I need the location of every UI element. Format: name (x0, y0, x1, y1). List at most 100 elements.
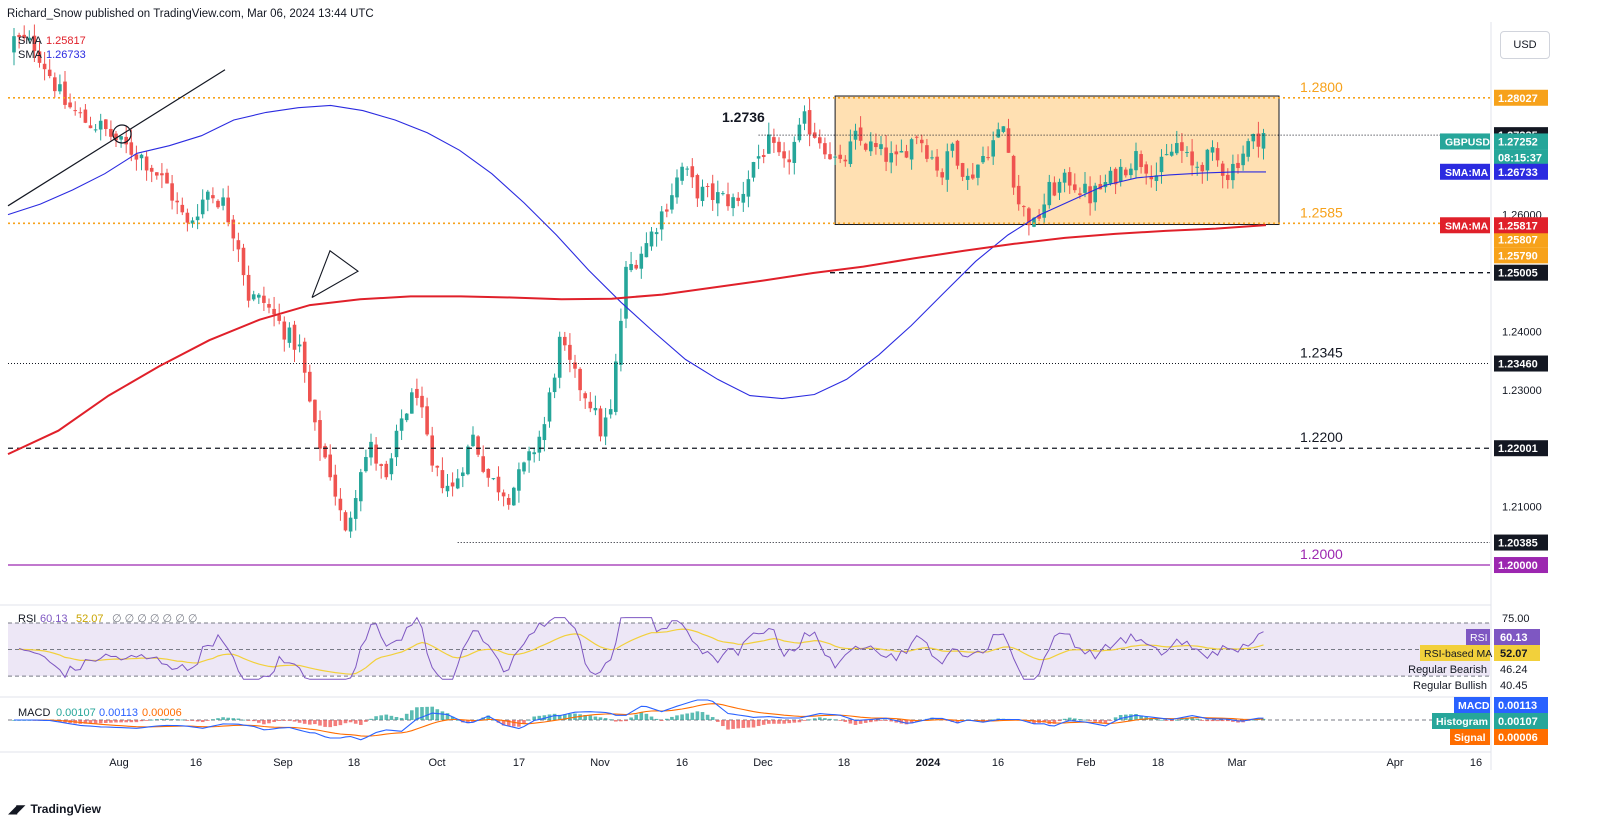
candle-body (1164, 154, 1169, 156)
macd-histogram-bar (104, 720, 108, 723)
macd-histogram-bar (348, 720, 353, 723)
candle-body (93, 129, 98, 131)
candle-body (807, 110, 812, 135)
candle-body (1093, 185, 1097, 203)
candle-body (899, 150, 904, 153)
candle-body (731, 197, 735, 209)
macd-histogram-bar (736, 720, 740, 729)
candle-body (313, 399, 317, 423)
macd-histogram-bar (1093, 720, 1097, 722)
candle-body (119, 136, 123, 140)
legend-label: SMA (18, 35, 43, 47)
macd-histogram-bar (894, 720, 899, 723)
sma-50-line (7, 104, 1266, 400)
tradingview-logo-icon: ◢◤ (8, 802, 25, 816)
macd-histogram-bar (93, 720, 98, 724)
candle-body (608, 409, 613, 415)
brand[interactable]: ◢◤ TradingView (8, 802, 101, 816)
candle-body (904, 151, 909, 158)
candle-body (491, 478, 496, 480)
candle-body (139, 154, 144, 159)
macd-legend-label: MACD (18, 707, 50, 719)
macd-histogram-bar (318, 720, 322, 726)
candle-body (874, 143, 878, 148)
macd-histogram-bar (746, 720, 751, 728)
price-tag-label: 1.25817 (1498, 220, 1538, 232)
candle-body (573, 362, 577, 369)
macd-histogram-bar (506, 720, 511, 727)
candle-body (1139, 154, 1143, 168)
macd-tag (1454, 697, 1490, 713)
rsi-tag-label: Regular Bearish (1408, 664, 1487, 676)
macd-histogram-bar (313, 720, 317, 725)
candle-body (833, 156, 837, 158)
macd-legend-value: 0.00107 (56, 707, 96, 719)
candle-body (435, 465, 440, 468)
macd-histogram-bar (292, 720, 297, 722)
candle-body (353, 498, 358, 519)
trend-line (7, 69, 226, 207)
candle-body (389, 458, 394, 475)
macd-histogram-bar (848, 720, 853, 724)
currency-button[interactable]: USD (1500, 31, 1550, 59)
candle-body (1078, 193, 1082, 195)
candle-body (481, 456, 485, 472)
macd-histogram-bar (241, 719, 246, 721)
macd-histogram-bar (343, 720, 348, 724)
macd-histogram-bar (206, 720, 210, 721)
candle-body (634, 264, 638, 269)
macd-histogram-bar (1108, 720, 1113, 721)
candle-body (1001, 126, 1006, 132)
candle-body (129, 142, 134, 155)
macd-histogram-bar (807, 719, 812, 721)
macd-histogram-bar (1205, 720, 1210, 722)
candle-body (588, 401, 593, 409)
macd-tag-value-bg (1494, 697, 1548, 713)
macd-tag-value-bg (1494, 729, 1548, 745)
candle-body (476, 436, 480, 455)
macd-histogram-bar (501, 720, 506, 726)
price-tag-label: 1.23460 (1498, 359, 1538, 371)
candle-body (736, 197, 740, 201)
candle-body (384, 463, 389, 478)
candlestick-series (12, 24, 1266, 538)
rsi-tag-value: 40.45 (1500, 680, 1528, 692)
candle-body (1016, 185, 1021, 205)
macd-histogram-bar (527, 719, 531, 721)
candle-body (710, 183, 715, 201)
macd-histogram-bar (445, 713, 450, 720)
macd-histogram-bar (756, 720, 761, 727)
macd-histogram-bar (665, 718, 669, 720)
candle-body (338, 498, 343, 511)
macd-histogram-bar (568, 713, 572, 720)
candle-body (1108, 170, 1113, 184)
x-tick-label: Nov (590, 757, 610, 769)
candle-body (399, 418, 404, 431)
candle-body (991, 140, 995, 157)
candle-body (287, 327, 292, 343)
candle-body (619, 320, 623, 365)
candle-body (629, 264, 633, 271)
candle-body (1032, 217, 1036, 227)
macd-histogram-bar (282, 720, 287, 721)
candle-body (1067, 172, 1072, 186)
macd-histogram-bar (369, 718, 373, 720)
macd-histogram-bar (1220, 720, 1225, 722)
macd-tag-value: 0.00107 (1498, 716, 1538, 728)
candle-body (552, 377, 557, 393)
macd-histogram-bar (537, 715, 542, 720)
candle-body (297, 344, 302, 347)
rsi-y-tick: 75.00 (1502, 613, 1530, 625)
macd-histogram-bar (155, 719, 159, 720)
candle-body (37, 51, 42, 63)
macd-histogram-bar (761, 720, 766, 725)
x-tick-label: Oct (428, 757, 445, 769)
macd-histogram-bar (129, 720, 134, 723)
price-tag-label: 1.20385 (1498, 538, 1538, 550)
candle-body (1180, 142, 1184, 151)
series-tag (1440, 217, 1490, 234)
candle-body (685, 168, 689, 170)
macd-histogram-bar (170, 719, 174, 720)
